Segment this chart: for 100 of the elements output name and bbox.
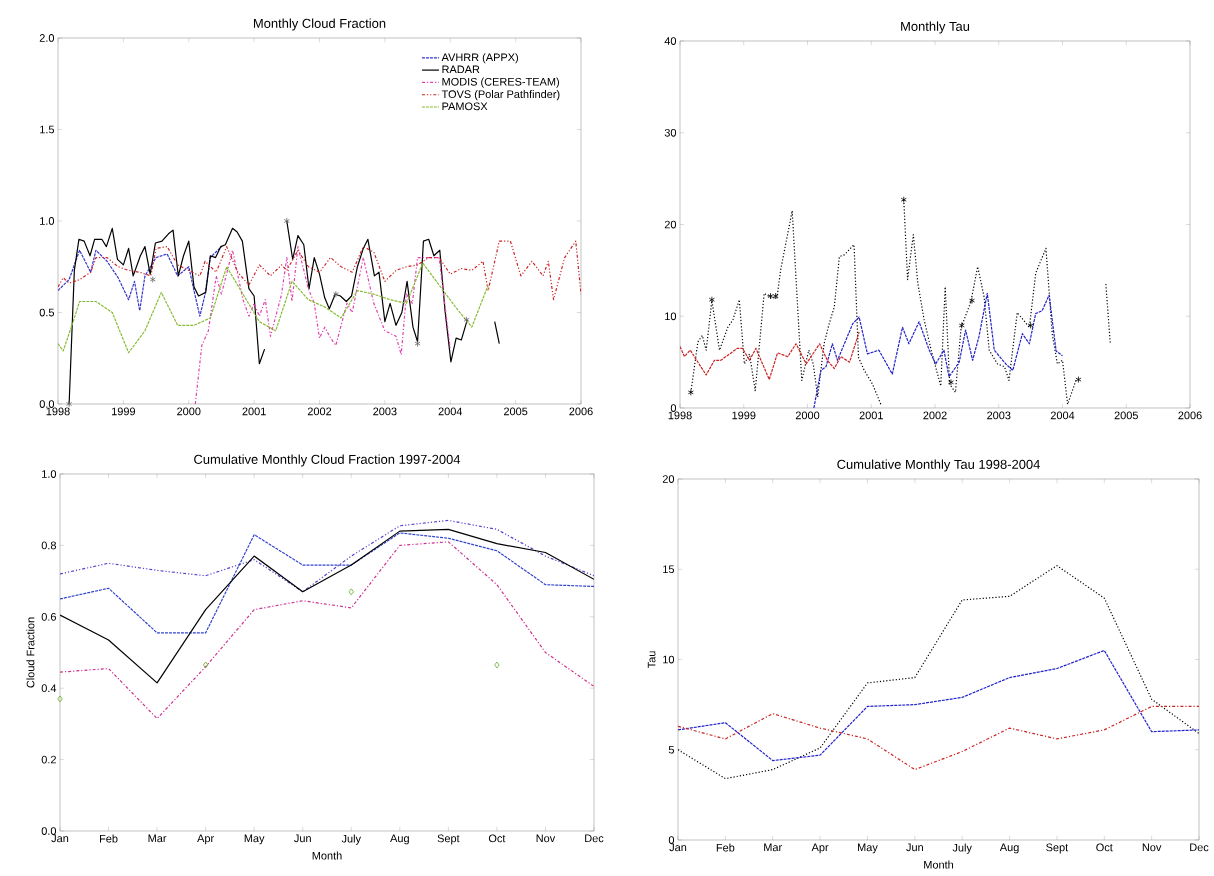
x-tick-label: Jun xyxy=(294,834,311,843)
y-tick-label: 0.0 xyxy=(39,400,55,408)
legend-label: TOVS (Polar Pathfinder) xyxy=(441,90,560,101)
x-tick-label: Jan xyxy=(51,834,69,843)
x-tick-label: Apr xyxy=(197,834,214,845)
point xyxy=(283,217,290,225)
x-tick-label: 1999 xyxy=(112,407,136,416)
x-tick-label: 2000 xyxy=(177,407,201,416)
y-tick-label: 1.0 xyxy=(40,217,55,225)
point xyxy=(958,322,965,329)
chart-title: Monthly Tau xyxy=(901,21,970,34)
x-tick-label: Aug xyxy=(390,834,409,845)
x-tick-label: 2001 xyxy=(859,411,883,420)
x-tick-label: 1998 xyxy=(668,411,692,420)
x-tick-label: 2005 xyxy=(1114,411,1138,420)
y-tick-label: 20 xyxy=(662,475,675,483)
y-tick-label: 1.5 xyxy=(40,125,55,134)
y-tick-label: 0 xyxy=(668,836,675,844)
line-series xyxy=(60,528,595,684)
x-tick-label: May xyxy=(244,834,265,845)
x-tick-label: Nov xyxy=(1142,843,1162,852)
y-tick-label: 0.2 xyxy=(41,755,56,764)
point xyxy=(57,695,63,703)
x-tick-label: Feb xyxy=(716,843,735,852)
y-tick-label: 5 xyxy=(668,745,675,754)
y-tick-label: 40 xyxy=(664,37,677,45)
x-tick-label: Sept xyxy=(437,834,460,845)
y-tick-label: 2.0 xyxy=(39,34,55,42)
y-tick-label: 10 xyxy=(665,312,677,321)
legend-label: MODIS (CERES-TEAM) xyxy=(442,77,559,88)
point xyxy=(463,316,470,324)
line-series xyxy=(60,519,595,593)
x-tick-label: Mar xyxy=(148,834,167,843)
x-tick-label: Sept xyxy=(1046,843,1069,854)
x-tick-label: Mar xyxy=(764,843,782,852)
x-tick-label: 2003 xyxy=(373,407,397,416)
x-tick-label: 1999 xyxy=(732,411,756,420)
x-tick-label: Aug xyxy=(999,843,1019,854)
x-tick-label: Oct xyxy=(1096,843,1113,852)
y-tick-label: 0.8 xyxy=(41,541,56,550)
point xyxy=(767,292,774,300)
point xyxy=(968,297,975,305)
y-tick-label: 0.4 xyxy=(41,684,57,693)
y-tick-label: 10 xyxy=(663,655,675,664)
x-tick-label: 2001 xyxy=(242,407,266,416)
chart-title: Cumulative Monthly Cloud Fraction 1997-2004 xyxy=(194,454,461,467)
line-series xyxy=(813,292,1064,408)
x-tick-label: Jun xyxy=(906,843,923,852)
x-axis-title: Month xyxy=(924,860,954,869)
point xyxy=(332,290,339,298)
point xyxy=(687,389,694,396)
line-series xyxy=(678,705,1200,771)
line-series xyxy=(680,331,860,381)
point xyxy=(149,276,156,283)
line-series xyxy=(678,565,1200,780)
x-tick-label: 2006 xyxy=(1178,411,1202,420)
point xyxy=(947,378,954,386)
legend-label: AVHRR (APPX) xyxy=(441,53,518,64)
x-tick-label: July xyxy=(341,834,361,845)
y-tick-label: 30 xyxy=(664,128,677,137)
y-tick-label: 0.6 xyxy=(41,612,56,621)
x-tick-label: Apr xyxy=(811,843,829,854)
x-tick-label: 2003 xyxy=(987,411,1011,420)
x-tick-label: 2004 xyxy=(438,407,463,416)
y-tick-label: 20 xyxy=(664,220,677,229)
point xyxy=(900,196,907,204)
y-tick-label: 0.0 xyxy=(41,827,57,835)
x-tick-label: Jan xyxy=(669,843,687,852)
x-tick-label: 2000 xyxy=(795,411,820,420)
x-tick-label: 2002 xyxy=(923,411,947,420)
chart-title: Monthly Cloud Fraction xyxy=(253,18,386,31)
x-tick-label: Dec xyxy=(1190,843,1209,852)
point xyxy=(494,661,500,669)
x-tick-label: July xyxy=(952,843,972,854)
x-tick-label: 2002 xyxy=(307,407,332,416)
x-tick-label: Dec xyxy=(585,834,604,843)
point xyxy=(348,588,354,596)
point xyxy=(1075,376,1082,383)
y-tick-label: 0.5 xyxy=(39,308,55,317)
y-axis-title: Cloud Fraction xyxy=(26,617,35,688)
y-tick-label: 1.0 xyxy=(42,470,57,478)
point xyxy=(414,340,421,347)
point xyxy=(1027,322,1034,329)
legend-label: PAMOSX xyxy=(442,102,488,111)
x-tick-label: May xyxy=(858,843,878,854)
point xyxy=(708,296,715,304)
x-tick-label: Feb xyxy=(100,834,118,843)
line-series xyxy=(58,240,581,301)
x-tick-label: Oct xyxy=(488,834,506,843)
point xyxy=(202,661,209,669)
x-tick-label: 2006 xyxy=(569,407,593,416)
x-tick-label: 2004 xyxy=(1050,411,1075,420)
legend-label: RADAR xyxy=(442,65,480,74)
x-tick-label: 2005 xyxy=(503,407,528,416)
y-tick-label: 0 xyxy=(670,404,677,412)
line-series xyxy=(678,649,1200,762)
point xyxy=(772,292,779,300)
point xyxy=(66,400,73,408)
line-series xyxy=(60,541,595,720)
chart-title: Cumulative Monthly Tau 1998-2004 xyxy=(837,459,1040,472)
